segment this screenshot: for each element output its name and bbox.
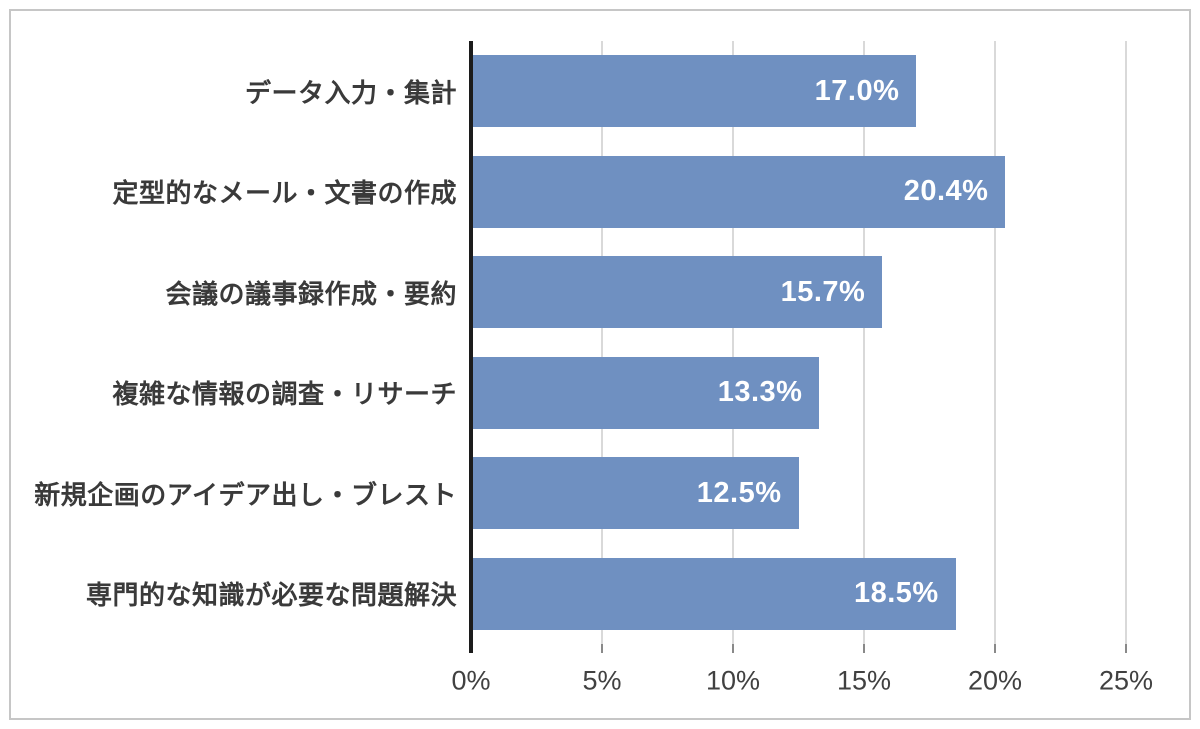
x-tick-label: 0% [451, 665, 491, 696]
axis-tick-mark [863, 644, 865, 653]
bar-chart: データ入力・集計 定型的なメール・文書の作成 会議の議事録作成・要約 複雑な情報… [11, 11, 1189, 718]
axis-tick-mark [994, 644, 996, 653]
bar-expert-problem-solving[interactable]: 18.5% [471, 557, 956, 630]
bar-track: 13.3% [471, 343, 1126, 444]
bar-value-label: 12.5% [696, 476, 782, 509]
plot-row: データ入力・集計 定型的なメール・文書の作成 会議の議事録作成・要約 複雑な情報… [11, 41, 1189, 653]
x-tick-label: 25% [1098, 665, 1154, 696]
category-axis: データ入力・集計 定型的なメール・文書の作成 会議の議事録作成・要約 複雑な情報… [11, 41, 471, 644]
bar-value-label: 18.5% [853, 577, 939, 610]
gridline [863, 41, 865, 644]
category-label: 新規企画のアイデア出し・ブレスト [34, 479, 457, 510]
axis-tick-mark [732, 644, 734, 653]
bar-research[interactable]: 13.3% [471, 356, 820, 429]
gridline [994, 41, 996, 644]
x-axis-spacer [11, 644, 471, 718]
bar-track: 15.7% [471, 242, 1126, 343]
bar-value-label: 15.7% [780, 275, 866, 308]
bar-value-label: 13.3% [717, 376, 803, 409]
axis-tick-mark [1125, 644, 1127, 653]
bar-track: 18.5% [471, 544, 1126, 645]
bar-email-docs[interactable]: 20.4% [471, 155, 1006, 228]
gridline-layer [469, 41, 1127, 653]
x-tick-label: 15% [836, 665, 892, 696]
value-axis-line [469, 41, 473, 653]
bar-value-label: 20.4% [903, 175, 989, 208]
bar-meeting-minutes[interactable]: 15.7% [471, 256, 883, 329]
x-tick-label: 10% [705, 665, 761, 696]
gridline [601, 41, 603, 644]
x-axis: 0% 5% 10% 15% 20% 25% [11, 644, 1189, 718]
x-tick-label: 5% [582, 665, 622, 696]
x-tick-label: 20% [967, 665, 1023, 696]
axis-tick-mark [601, 644, 603, 653]
gridline [732, 41, 734, 644]
category-label: 専門的な知識が必要な問題解決 [85, 580, 457, 611]
plot-area: 17.0% 20.4% 15.7% [469, 41, 1189, 653]
category-label: データ入力・集計 [244, 77, 457, 108]
category-label: 定型的なメール・文書の作成 [112, 178, 457, 209]
bar-data-entry[interactable]: 17.0% [471, 55, 917, 128]
gridline [1125, 41, 1127, 644]
bars-layer: 17.0% 20.4% 15.7% [471, 41, 1126, 644]
bar-brainstorm[interactable]: 12.5% [471, 457, 799, 530]
bar-track: 20.4% [471, 142, 1126, 243]
category-label: 複雑な情報の調査・リサーチ [112, 379, 457, 410]
bar-track: 12.5% [471, 443, 1126, 544]
chart-frame: データ入力・集計 定型的なメール・文書の作成 会議の議事録作成・要約 複雑な情報… [9, 9, 1191, 720]
bar-track: 17.0% [471, 41, 1126, 142]
bar-value-label: 17.0% [814, 74, 900, 107]
category-label: 会議の議事録作成・要約 [165, 278, 457, 309]
x-axis-tick-labels: 0% 5% 10% 15% 20% 25% [451, 644, 1153, 718]
